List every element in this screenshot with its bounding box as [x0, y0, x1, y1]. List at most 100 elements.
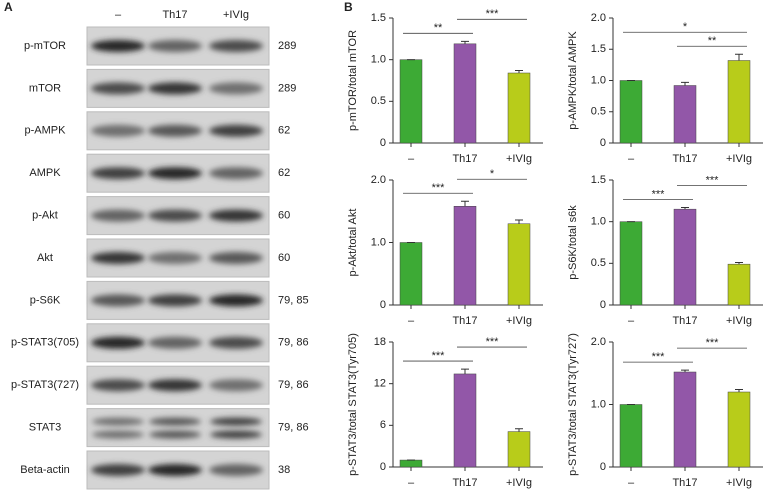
band [91, 336, 145, 349]
error-bar [515, 219, 523, 224]
y-tick-label: 12 [374, 378, 386, 390]
size-label: 79, 86 [278, 379, 309, 391]
x-tick-label: Th17 [452, 315, 477, 327]
bar [727, 391, 751, 468]
y-tick-label: 0 [380, 137, 386, 149]
lane-label: – [115, 9, 122, 21]
band [209, 252, 263, 264]
y-tick-label: 0.5 [591, 106, 606, 118]
significance-label: *** [706, 337, 720, 349]
error-bar [461, 368, 469, 374]
band [91, 167, 145, 180]
size-label: 289 [278, 82, 296, 94]
protein-label: AMPK [29, 167, 61, 179]
y-tick-label: 0.5 [591, 257, 606, 269]
x-tick-label: +IVIg [506, 315, 532, 327]
protein-label: Akt [37, 252, 53, 264]
band [91, 252, 145, 264]
bar [453, 43, 477, 144]
size-label: 60 [278, 210, 290, 222]
protein-label: Beta-actin [20, 464, 70, 476]
band [148, 209, 202, 222]
error-bar [681, 369, 689, 372]
bar [399, 59, 423, 144]
y-tick-label: 0.5 [371, 95, 386, 107]
protein-label: p-AMPK [25, 125, 67, 137]
y-tick-label: 1.5 [371, 12, 386, 24]
y-axis-title: p-mTOR/total mTOR [347, 30, 359, 131]
x-tick-label: – [408, 153, 415, 165]
band [148, 464, 202, 476]
y-tick-label: 1.5 [591, 174, 606, 186]
x-tick-label: – [408, 315, 415, 327]
y-tick-label: 0 [600, 461, 606, 473]
band [148, 294, 202, 307]
band [148, 252, 202, 264]
bar [673, 85, 697, 144]
protein-label: p-STAT3(727) [11, 379, 79, 391]
band [149, 417, 201, 426]
significance-label: ** [434, 22, 443, 34]
y-tick-label: 1.0 [371, 54, 386, 66]
x-tick-label: +IVIg [726, 315, 752, 327]
bar [673, 371, 697, 468]
size-label: 79, 86 [278, 422, 309, 434]
protein-label: p-mTOR [24, 40, 66, 52]
x-tick-label: Th17 [452, 477, 477, 489]
x-tick-label: Th17 [672, 315, 697, 327]
blot [86, 408, 270, 448]
protein-label: p-Akt [32, 210, 58, 222]
y-axis-title: p-STAT3/total STAT3(Tyr705) [347, 333, 359, 476]
protein-label: mTOR [29, 82, 61, 94]
bar [399, 242, 423, 306]
band [91, 294, 145, 307]
significance-label: *** [486, 8, 500, 20]
protein-label: STAT3 [29, 422, 62, 434]
band [92, 430, 144, 439]
significance-label: *** [652, 188, 666, 200]
size-label: 62 [278, 167, 290, 179]
y-tick-label: 0 [600, 299, 606, 311]
y-axis-title: p-Akt/total Akt [347, 209, 359, 277]
y-tick-label: 0 [380, 461, 386, 473]
bar [619, 404, 643, 468]
significance-label: * [683, 21, 688, 33]
panel-label: B [344, 0, 353, 14]
bar [507, 431, 531, 468]
band [148, 167, 202, 180]
x-tick-label: Th17 [672, 477, 697, 489]
protein-label: p-S6K [30, 294, 61, 306]
band [209, 294, 263, 307]
x-tick-label: +IVIg [506, 477, 532, 489]
band [91, 209, 145, 222]
y-tick-label: 6 [380, 419, 386, 431]
band [91, 124, 145, 137]
x-tick-label: Th17 [452, 153, 477, 165]
significance-label: ** [708, 35, 717, 47]
significance-label: *** [706, 174, 720, 186]
y-tick-label: 1.0 [591, 398, 606, 410]
y-tick-label: 0 [600, 137, 606, 149]
panel-label: A [4, 0, 13, 14]
y-axis-title: p-S6K/total s6k [567, 205, 579, 280]
significance-label: *** [486, 336, 500, 348]
band [148, 82, 202, 95]
x-tick-label: +IVIg [726, 477, 752, 489]
band [148, 124, 202, 137]
band [209, 167, 263, 180]
y-tick-label: 1.0 [371, 236, 386, 248]
error-bar [515, 70, 523, 73]
band [149, 430, 201, 439]
size-label: 62 [278, 125, 290, 137]
band [91, 379, 145, 392]
y-tick-label: 0 [380, 299, 386, 311]
bar [619, 221, 643, 306]
bar [673, 208, 697, 306]
y-axis-title: p-STAT3/total STAT3(Tyr727) [567, 333, 579, 476]
y-tick-label: 2.0 [591, 12, 606, 24]
band [210, 417, 262, 426]
significance-label: * [490, 168, 495, 180]
x-tick-label: – [628, 153, 635, 165]
bar [727, 60, 751, 144]
